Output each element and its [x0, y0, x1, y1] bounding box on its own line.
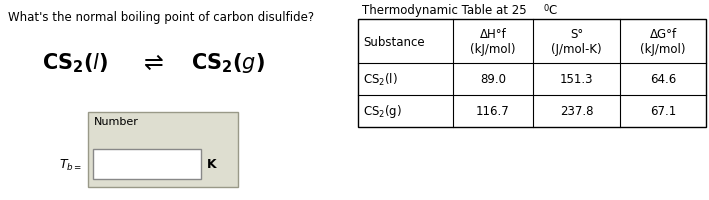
Text: $T_{b=}$: $T_{b=}$: [59, 157, 82, 172]
Text: (J/mol-K): (J/mol-K): [551, 42, 602, 55]
Text: $\mathbf{CS_2(\mathit{l})}$: $\mathbf{CS_2(\mathit{l})}$: [42, 51, 108, 74]
Text: (kJ/mol): (kJ/mol): [640, 42, 686, 55]
Text: CS$_2$(l): CS$_2$(l): [363, 72, 398, 88]
Text: 116.7: 116.7: [476, 105, 510, 118]
Bar: [358, 20, 706, 127]
Text: (kJ/mol): (kJ/mol): [470, 42, 515, 55]
Text: Substance: Substance: [363, 35, 425, 48]
Text: 64.6: 64.6: [650, 73, 676, 86]
Text: ΔH°f: ΔH°f: [479, 28, 506, 41]
Text: 0: 0: [544, 4, 549, 13]
Text: S°: S°: [570, 28, 583, 41]
Text: Thermodynamic Table at 25: Thermodynamic Table at 25: [362, 4, 527, 17]
Text: C: C: [548, 4, 557, 17]
Text: Number: Number: [94, 116, 139, 126]
Bar: [93, 149, 201, 179]
Bar: [88, 112, 238, 187]
Text: CS$_2$(g): CS$_2$(g): [363, 103, 402, 120]
Text: What's the normal boiling point of carbon disulfide?: What's the normal boiling point of carbo…: [8, 11, 314, 24]
Text: 67.1: 67.1: [650, 105, 676, 118]
Text: 151.3: 151.3: [559, 73, 593, 86]
Text: $\rightleftharpoons$: $\rightleftharpoons$: [140, 51, 164, 75]
Text: K: K: [207, 158, 217, 171]
Text: ΔG°f: ΔG°f: [649, 28, 676, 41]
Text: 237.8: 237.8: [559, 105, 593, 118]
Text: $\mathbf{CS_2(\mathit{g})}$: $\mathbf{CS_2(\mathit{g})}$: [191, 51, 265, 75]
Text: 89.0: 89.0: [480, 73, 506, 86]
